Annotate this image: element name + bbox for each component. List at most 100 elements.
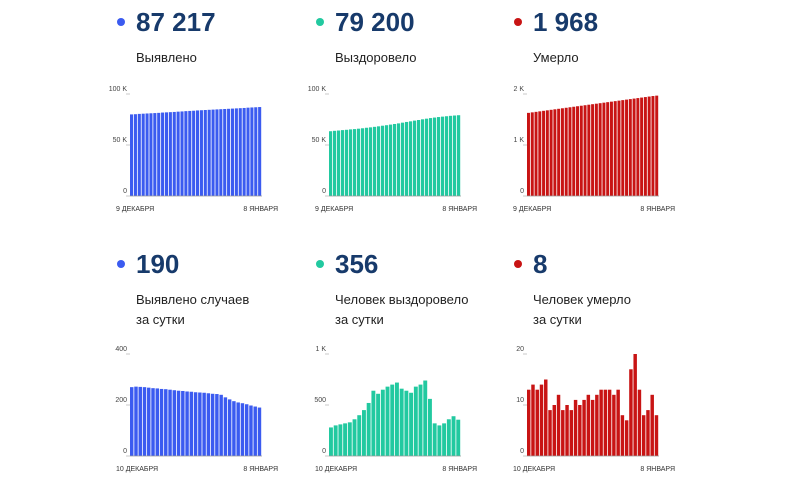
y-tick-label: 10 bbox=[516, 397, 524, 404]
y-tick-label: 0 bbox=[322, 188, 326, 195]
y-tick-label: 0 bbox=[520, 188, 524, 195]
bar bbox=[147, 387, 151, 456]
died-dot bbox=[514, 18, 522, 26]
died-daily-label-line1: Человек умерло bbox=[533, 292, 631, 307]
bar bbox=[234, 108, 238, 196]
y-tick-label: 50 K bbox=[312, 137, 327, 144]
bar bbox=[366, 402, 371, 456]
bar bbox=[357, 128, 361, 196]
bar bbox=[560, 108, 564, 196]
bar bbox=[602, 102, 606, 196]
bar bbox=[181, 390, 185, 456]
bar bbox=[620, 415, 625, 456]
bar bbox=[193, 392, 198, 456]
bar bbox=[329, 427, 333, 456]
y-tick-label: 1 K bbox=[513, 137, 524, 144]
bar bbox=[527, 389, 531, 456]
recovered-daily-chart: 0 500 1 K 10 ДЕКАБРЯ 8 ЯНВАРЯ bbox=[314, 346, 477, 473]
bar bbox=[373, 126, 377, 196]
bar bbox=[609, 101, 613, 196]
bar bbox=[413, 120, 417, 196]
bar bbox=[198, 392, 202, 456]
bar bbox=[573, 399, 578, 456]
detected-daily-chart: 0 200 400 10 ДЕКАБРЯ 8 ЯНВАРЯ bbox=[115, 346, 278, 473]
bar bbox=[223, 397, 228, 456]
bar bbox=[337, 130, 341, 196]
bar bbox=[238, 108, 242, 196]
bar bbox=[538, 111, 542, 196]
bar bbox=[603, 389, 608, 456]
bar bbox=[432, 423, 437, 456]
bar bbox=[542, 110, 546, 196]
bar bbox=[369, 127, 373, 196]
bar bbox=[227, 108, 231, 196]
bar bbox=[628, 99, 632, 196]
bar bbox=[629, 369, 633, 456]
bar bbox=[202, 392, 206, 456]
bar bbox=[168, 112, 172, 196]
bar bbox=[145, 113, 149, 196]
y-tick-label: 20 bbox=[516, 346, 524, 353]
bar bbox=[647, 96, 651, 196]
bar bbox=[446, 419, 451, 456]
bar bbox=[607, 389, 612, 456]
bar bbox=[219, 109, 223, 196]
bar bbox=[157, 112, 161, 196]
bar bbox=[189, 391, 194, 456]
recovered-daily-label-line1: Человек выздоровело bbox=[335, 292, 469, 307]
bar bbox=[329, 131, 333, 196]
died-total-chart: 0 1 K 2 K 9 ДЕКАБРЯ 8 ЯНВАРЯ bbox=[513, 86, 675, 213]
bar bbox=[561, 410, 565, 456]
bar bbox=[176, 390, 181, 456]
died-daily-chart: 0 10 20 10 ДЕКАБРЯ 8 ЯНВАРЯ bbox=[513, 346, 675, 473]
bar bbox=[453, 115, 457, 196]
bar bbox=[349, 129, 353, 196]
detected-daily-label-line2: за сутки bbox=[136, 312, 185, 327]
bar bbox=[553, 109, 557, 196]
bar bbox=[624, 420, 629, 456]
bar bbox=[196, 110, 200, 196]
bar bbox=[365, 127, 369, 196]
bar bbox=[632, 98, 636, 196]
bar bbox=[376, 393, 381, 456]
x-end-label: 8 ЯНВАРЯ bbox=[442, 206, 477, 213]
bar bbox=[168, 389, 172, 456]
bar bbox=[531, 384, 535, 456]
y-tick-label: 200 bbox=[115, 397, 127, 404]
bar bbox=[393, 123, 397, 196]
bar bbox=[451, 416, 456, 456]
bar bbox=[578, 405, 582, 456]
bar bbox=[164, 389, 168, 456]
bar bbox=[417, 120, 421, 196]
bar bbox=[223, 108, 227, 196]
bar bbox=[557, 108, 561, 196]
bar bbox=[572, 106, 576, 196]
x-end-label: 8 ЯНВАРЯ bbox=[243, 206, 278, 213]
recovered-daily-dot bbox=[316, 260, 324, 268]
bar bbox=[591, 104, 595, 196]
bar bbox=[621, 100, 625, 196]
bar bbox=[425, 118, 429, 196]
bar bbox=[151, 388, 155, 456]
x-start-label: 10 ДЕКАБРЯ bbox=[116, 466, 158, 473]
bar bbox=[612, 394, 616, 456]
bar bbox=[544, 379, 548, 456]
bar bbox=[172, 111, 176, 196]
bar bbox=[192, 110, 196, 196]
detected-daily-value: 190 bbox=[136, 249, 180, 279]
y-tick-label: 1 K bbox=[315, 346, 326, 353]
bar bbox=[613, 101, 617, 196]
bar bbox=[206, 393, 211, 456]
bar bbox=[155, 388, 160, 456]
bar bbox=[232, 401, 236, 456]
bar bbox=[188, 110, 192, 196]
bar bbox=[594, 103, 598, 196]
detected-total-chart: 0 50 K 100 K 9 ДЕКАБРЯ 8 ЯНВАРЯ bbox=[109, 86, 278, 213]
bar bbox=[428, 398, 432, 456]
bar bbox=[249, 405, 253, 456]
bar bbox=[654, 415, 659, 456]
bar bbox=[210, 393, 215, 456]
bar bbox=[142, 387, 147, 456]
recovered-dot bbox=[316, 18, 324, 26]
bar bbox=[353, 129, 357, 196]
